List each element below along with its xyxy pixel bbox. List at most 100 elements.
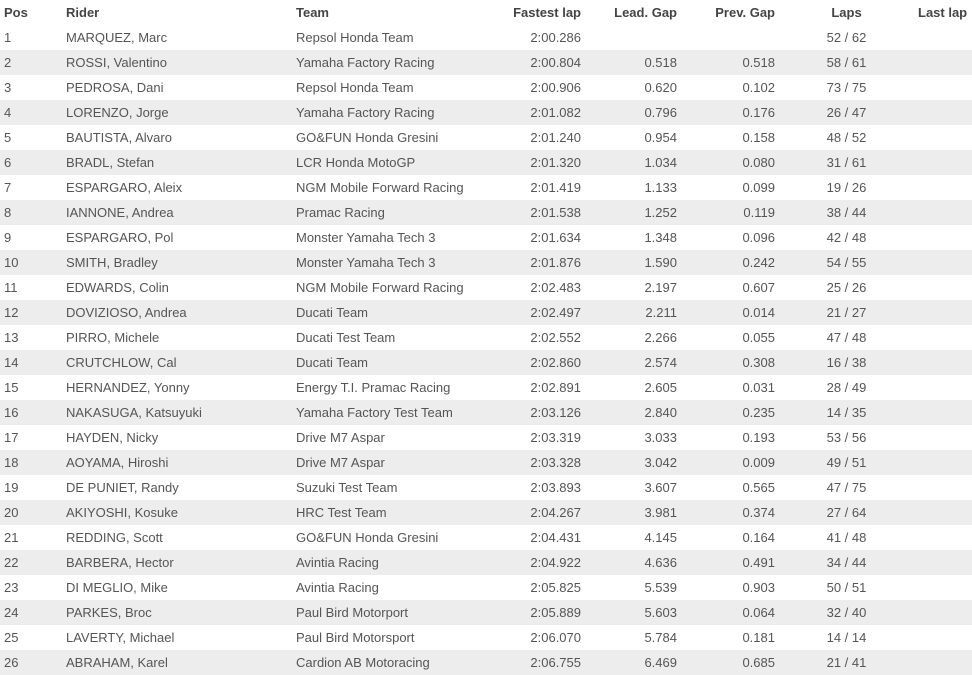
table-row[interactable]: 5 BAUTISTA, Alvaro GO&FUN Honda Gresini 2:0… bbox=[0, 125, 972, 150]
cell-team: Avintia Racing bbox=[296, 580, 379, 595]
table-row[interactable]: 19 DE PUNIET, Randy Suzuki Test Team 2:03.8… bbox=[0, 475, 972, 500]
cell-team: Repsol Honda Team bbox=[296, 80, 414, 95]
cell-laps: 42 / 48 bbox=[826, 230, 867, 245]
table-row[interactable]: 23 DI MEGLIO, Mike Avintia Racing 2:05.825 5… bbox=[0, 575, 972, 600]
cell-lead-gap: 1.252 bbox=[581, 200, 677, 225]
header-rider[interactable]: Rider bbox=[66, 5, 100, 20]
cell-fastest-lap: 2:02.483 bbox=[530, 280, 581, 295]
table-row[interactable]: 2 ROSSI, Valentino Yamaha Factory Racing 2:… bbox=[0, 50, 972, 75]
table-row[interactable]: 25 LAVERTY, Michael Paul Bird Motorsport 2:… bbox=[0, 625, 972, 650]
cell-team: Paul Bird Motorport bbox=[296, 600, 496, 625]
cell-rider: ROSSI, Valentino bbox=[66, 50, 296, 75]
cell-rider: PARKES, Broc bbox=[66, 600, 296, 625]
cell-fastest-lap: 2:00.286 bbox=[530, 30, 581, 45]
cell-last-lap bbox=[918, 525, 972, 550]
cell-fastest-lap: 2:03.126 bbox=[496, 400, 581, 425]
cell-lead-gap: 0.954 bbox=[644, 130, 677, 145]
table-row[interactable]: 13 PIRRO, Michele Ducati Test Team 2:02.552… bbox=[0, 325, 972, 350]
cell-pos: 23 bbox=[4, 580, 19, 595]
cell-laps: 38 / 44 bbox=[775, 200, 918, 225]
cell-last-lap bbox=[918, 650, 972, 675]
cell-last-lap bbox=[918, 25, 972, 50]
cell-prev-gap: 0.064 bbox=[677, 600, 775, 625]
cell-last-lap bbox=[918, 275, 972, 300]
cell-rider: EDWARDS, Colin bbox=[66, 280, 169, 295]
header-lead-gap[interactable]: Lead. Gap bbox=[614, 5, 677, 20]
cell-last-lap bbox=[918, 150, 972, 175]
table-row[interactable]: 7 ESPARGARO, Aleix NGM Mobile Forward Raci… bbox=[0, 175, 972, 200]
cell-pos: 24 bbox=[0, 600, 66, 625]
cell-fastest-lap: 2:01.538 bbox=[496, 200, 581, 225]
table-row[interactable]: 9 ESPARGARO, Pol Monster Yamaha Tech 3 2:01… bbox=[0, 225, 972, 250]
cell-lead-gap: 4.145 bbox=[644, 530, 677, 545]
table-row[interactable]: 3 PEDROSA, Dani Repsol Honda Team 2:00.906 0… bbox=[0, 75, 972, 100]
header-row: Pos Rider Team Fastest lap Lead. Gap Pre… bbox=[0, 0, 972, 25]
cell-fastest-lap: 2:03.328 bbox=[496, 450, 581, 475]
header-laps[interactable]: Laps bbox=[831, 5, 862, 20]
table-row[interactable]: 6 BRADL, Stefan LCR Honda MotoGP 2:01.320 1.… bbox=[0, 150, 972, 175]
cell-prev-gap: 0.193 bbox=[742, 430, 775, 445]
table-row[interactable]: 11 EDWARDS, Colin NGM Mobile Forward Racin… bbox=[0, 275, 972, 300]
cell-laps: 26 / 47 bbox=[775, 100, 918, 125]
cell-last-lap bbox=[918, 550, 972, 575]
cell-fastest-lap: 2:01.419 bbox=[530, 180, 581, 195]
cell-laps: 28 / 49 bbox=[826, 380, 867, 395]
cell-rider: AOYAMA, Hiroshi bbox=[66, 450, 296, 475]
cell-team: Ducati Test Team bbox=[296, 330, 396, 345]
header-prev-gap[interactable]: Prev. Gap bbox=[715, 5, 775, 20]
cell-fastest-lap: 2:01.634 bbox=[530, 230, 581, 245]
cell-prev-gap: 0.164 bbox=[742, 530, 775, 545]
cell-pos: 11 bbox=[4, 280, 18, 295]
cell-last-lap bbox=[918, 500, 972, 525]
cell-prev-gap: 0.518 bbox=[677, 50, 775, 75]
cell-rider: HAYDEN, Nicky bbox=[66, 430, 159, 445]
table-row[interactable]: 8 IANNONE, Andrea Pramac Racing 2:01.538 1.2… bbox=[0, 200, 972, 225]
table-row[interactable]: 1 MARQUEZ, Marc Repsol Honda Team 2:00.286 5… bbox=[0, 25, 972, 50]
cell-lead-gap: 2.605 bbox=[644, 380, 677, 395]
table-row[interactable]: 20 AKIYOSHI, Kosuke HRC Test Team 2:04.267 3… bbox=[0, 500, 972, 525]
cell-prev-gap: 0.685 bbox=[677, 650, 775, 675]
table-row[interactable]: 22 BARBERA, Hector Avintia Racing 2:04.922 4… bbox=[0, 550, 972, 575]
cell-fastest-lap: 2:03.893 bbox=[530, 480, 581, 495]
cell-fastest-lap: 2:01.876 bbox=[496, 250, 581, 275]
cell-lead-gap: 1.133 bbox=[644, 180, 677, 195]
cell-team: Yamaha Factory Test Team bbox=[296, 400, 496, 425]
header-pos[interactable]: Pos bbox=[4, 5, 28, 20]
cell-prev-gap: 0.080 bbox=[677, 150, 775, 175]
table-row[interactable]: 18 AOYAMA, Hiroshi Drive M7 Aspar 2:03.328 3… bbox=[0, 450, 972, 475]
header-last-lap[interactable]: Last lap bbox=[918, 5, 968, 20]
cell-pos: 3 bbox=[4, 80, 12, 95]
table-row[interactable]: 17 HAYDEN, Nicky Drive M7 Aspar 2:03.319 3.0… bbox=[0, 425, 972, 450]
cell-pos: 21 bbox=[4, 530, 19, 545]
cell-fastest-lap: 2:01.320 bbox=[496, 150, 581, 175]
cell-team: HRC Test Team bbox=[296, 500, 496, 525]
cell-lead-gap: 5.539 bbox=[644, 580, 677, 595]
cell-team: Paul Bird Motorsport bbox=[296, 630, 415, 645]
cell-team: LCR Honda MotoGP bbox=[296, 150, 496, 175]
table-row[interactable]: 10 SMITH, Bradley Monster Yamaha Tech 3 2:0… bbox=[0, 250, 972, 275]
table-row[interactable]: 16 NAKASUGA, Katsuyuki Yamaha Factory Test… bbox=[0, 400, 972, 425]
cell-rider: BRADL, Stefan bbox=[66, 150, 296, 175]
cell-lead-gap: 3.607 bbox=[644, 480, 677, 495]
cell-fastest-lap: 2:04.431 bbox=[530, 530, 581, 545]
cell-lead-gap: 4.636 bbox=[581, 550, 677, 575]
header-team[interactable]: Team bbox=[296, 5, 329, 20]
cell-prev-gap: 0.181 bbox=[742, 630, 775, 645]
cell-lead-gap: 2.211 bbox=[581, 300, 677, 325]
cell-prev-gap: 0.903 bbox=[742, 580, 775, 595]
header-fastest-lap[interactable]: Fastest lap bbox=[513, 5, 581, 20]
cell-lead-gap: 2.840 bbox=[581, 400, 677, 425]
cell-team: GO&FUN Honda Gresini bbox=[296, 530, 439, 545]
cell-team: Monster Yamaha Tech 3 bbox=[296, 230, 436, 245]
table-row[interactable]: 21 REDDING, Scott GO&FUN Honda Gresini 2:04… bbox=[0, 525, 972, 550]
table-row[interactable]: 26 ABRAHAM, Karel Cardion AB Motoracing 2:0… bbox=[0, 650, 972, 675]
table-row[interactable]: 14 CRUTCHLOW, Cal Ducati Team 2:02.860 2.574… bbox=[0, 350, 972, 375]
table-row[interactable]: 12 DOVIZIOSO, Andrea Ducati Team 2:02.497 2.… bbox=[0, 300, 972, 325]
cell-pos: 20 bbox=[0, 500, 66, 525]
cell-lead-gap: 0.518 bbox=[581, 50, 677, 75]
table-row[interactable]: 4 LORENZO, Jorge Yamaha Factory Racing 2:01… bbox=[0, 100, 972, 125]
table-row[interactable]: 15 HERNANDEZ, Yonny Energy T.I. Pramac Rac… bbox=[0, 375, 972, 400]
cell-rider: PEDROSA, Dani bbox=[66, 80, 164, 95]
cell-fastest-lap: 2:05.825 bbox=[530, 580, 581, 595]
table-row[interactable]: 24 PARKES, Broc Paul Bird Motorport 2:05.88… bbox=[0, 600, 972, 625]
